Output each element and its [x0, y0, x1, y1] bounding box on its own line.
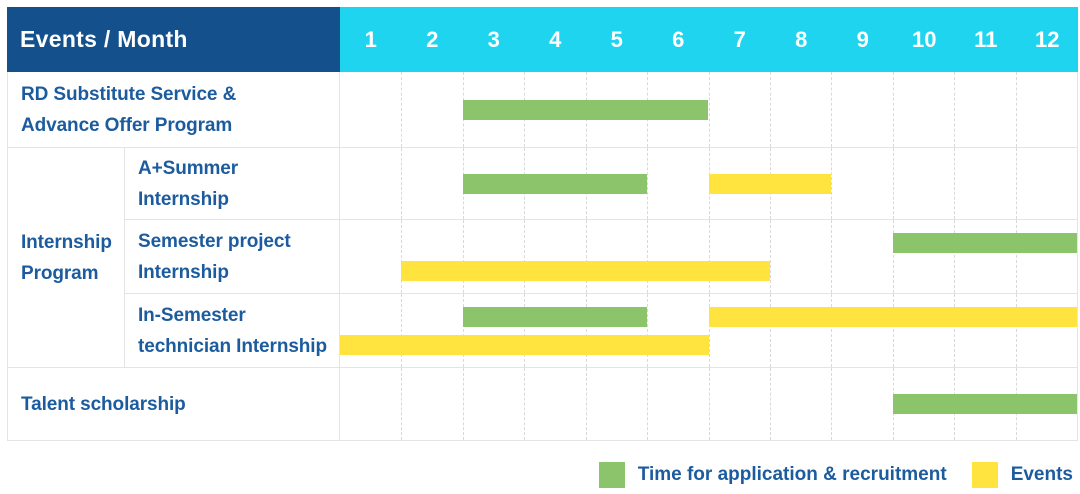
month-header-5: 5	[586, 7, 648, 72]
gantt-track-row-4	[340, 368, 1078, 441]
gantt-bar-events	[708, 173, 832, 194]
month-gridline	[1015, 148, 1017, 219]
month-gridline	[769, 72, 771, 147]
schedule-table: Events / Month RD Substitute Service & A…	[7, 7, 1078, 441]
row-label-semester-project-internship: Semester project Internship	[125, 220, 340, 294]
gantt-bar-application	[462, 99, 709, 120]
table-corner-header: Events / Month	[7, 7, 340, 72]
month-gridline	[954, 220, 956, 293]
group-label-internship-program: Internship Program	[7, 148, 125, 368]
month-header-4: 4	[524, 7, 586, 72]
gantt-bar-application	[462, 173, 648, 194]
gantt-bar-application	[892, 233, 1077, 253]
gantt-bar-events	[401, 261, 770, 281]
month-gridline	[462, 220, 464, 293]
month-gridline	[401, 220, 403, 293]
month-gridline	[954, 294, 956, 367]
row-label-a-plus-summer-internship: A+Summer Internship	[125, 148, 340, 220]
month-gridline	[769, 220, 771, 293]
month-gridline	[524, 220, 526, 293]
month-gridline	[1015, 294, 1017, 367]
month-header-8: 8	[770, 7, 832, 72]
month-gridline	[769, 294, 771, 367]
month-gridline	[1015, 220, 1017, 293]
gantt-bar-events	[340, 335, 709, 355]
month-gridline	[585, 294, 587, 367]
month-gridline	[585, 220, 587, 293]
month-gridline	[401, 368, 403, 440]
month-gridline	[954, 72, 956, 147]
month-gridline	[647, 368, 649, 440]
month-gridline	[524, 368, 526, 440]
gantt-track-row-0	[340, 72, 1078, 148]
month-gridline	[831, 148, 833, 219]
month-header-2: 2	[401, 7, 463, 72]
legend-item-events: Events	[971, 462, 1073, 488]
month-header-1: 1	[340, 7, 402, 72]
month-gridline	[892, 72, 894, 147]
month-header-10: 10	[893, 7, 955, 72]
month-gridline	[831, 72, 833, 147]
application-recruitment-swatch-icon	[598, 462, 625, 488]
events-swatch-icon	[971, 462, 998, 488]
month-gridline	[401, 148, 403, 219]
gantt-track-row-1	[340, 148, 1078, 220]
month-gridline	[1015, 72, 1017, 147]
legend-label-events: Events	[1010, 464, 1073, 485]
legend: Time for application & recruitment Event…	[598, 461, 1073, 489]
month-gridline	[708, 220, 710, 293]
month-gridline	[462, 294, 464, 367]
month-gridline	[708, 72, 710, 147]
month-gridline	[647, 148, 649, 219]
row-label-talent-scholarship: Talent scholarship	[7, 368, 340, 441]
month-gridline	[769, 368, 771, 440]
month-gridline	[831, 368, 833, 440]
legend-item-application: Time for application & recruitment	[598, 462, 947, 488]
month-gridline	[831, 220, 833, 293]
gantt-track-row-2	[340, 220, 1078, 294]
month-gridline	[708, 368, 710, 440]
month-gridline	[585, 368, 587, 440]
month-header-7: 7	[709, 7, 771, 72]
month-gridline	[647, 220, 649, 293]
gantt-bar-application	[892, 394, 1077, 414]
month-gridline	[647, 294, 649, 367]
month-gridline	[708, 294, 710, 367]
month-gridline	[892, 148, 894, 219]
month-gridline	[954, 148, 956, 219]
gantt-bar-events	[708, 307, 1077, 327]
month-gridline	[401, 294, 403, 367]
month-gridline	[524, 294, 526, 367]
month-header-11: 11	[955, 7, 1017, 72]
corner-header-label: Events / Month	[20, 26, 188, 52]
month-gridline	[892, 220, 894, 293]
gantt-track-row-3	[340, 294, 1078, 368]
month-gridline	[462, 368, 464, 440]
gantt-bar-application	[462, 307, 648, 327]
month-gridline	[831, 294, 833, 367]
month-header-12: 12	[1016, 7, 1078, 72]
month-header-6: 6	[647, 7, 709, 72]
month-gridline	[401, 72, 403, 147]
month-gridline	[892, 294, 894, 367]
row-label-in-semester-technician-internship: In-Semester technician Internship	[125, 294, 340, 368]
row-label-rd-substitute: RD Substitute Service & Advance Offer Pr…	[7, 72, 340, 148]
month-header-3: 3	[463, 7, 525, 72]
legend-label-application: Time for application & recruitment	[637, 464, 947, 485]
month-header-9: 9	[832, 7, 894, 72]
